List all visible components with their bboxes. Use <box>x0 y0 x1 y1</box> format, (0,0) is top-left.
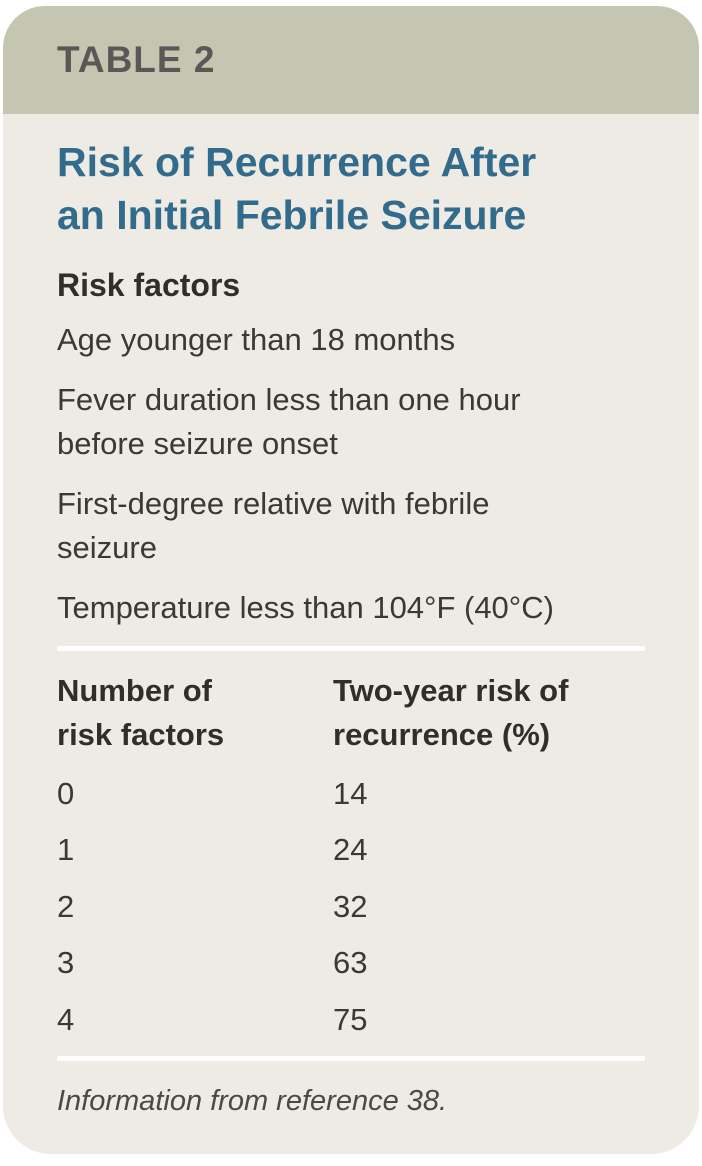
table-row-cell-risk: 75 <box>333 1001 368 1037</box>
divider-bottom <box>57 1056 645 1062</box>
table-header-band: TABLE 2 <box>3 6 699 114</box>
table-card: TABLE 2 Risk of Recurrence After an Init… <box>3 6 699 1154</box>
divider-top <box>57 646 645 652</box>
table-row-cell-factors: 0 <box>57 776 75 812</box>
table-row-cell-factors: 1 <box>57 832 75 868</box>
table-number-label: TABLE 2 <box>57 39 216 80</box>
table-row-cell-factors: 3 <box>57 945 75 981</box>
table-row-cell-risk: 24 <box>333 832 368 868</box>
column-header-risk-factors: Number of risk factors <box>57 673 225 752</box>
column-header-recurrence: Two-year risk of recurrence (%) <box>333 673 569 752</box>
risk-factor-item: Age younger than 18 months <box>57 322 456 358</box>
risk-factor-item: Fever duration less than one hour before… <box>57 382 521 462</box>
risk-factor-item: First-degree relative with febrile seizu… <box>57 486 490 566</box>
table-row-cell-risk: 14 <box>333 776 368 812</box>
risk-factors-heading: Risk factors <box>57 266 241 303</box>
risk-table: Number of risk factors Two-year risk of … <box>57 669 645 1048</box>
table-title: Risk of Recurrence After an Initial Febr… <box>57 139 537 239</box>
table-body: Risk of Recurrence After an Initial Febr… <box>3 114 699 1122</box>
table-row-cell-risk: 32 <box>333 888 368 924</box>
table-row-cell-factors: 4 <box>57 1001 75 1037</box>
risk-factor-item: Temperature less than 104°F (40°C) <box>57 590 554 626</box>
table-row-cell-factors: 2 <box>57 888 75 924</box>
footnote: Information from reference 38. <box>57 1085 448 1118</box>
table-row-cell-risk: 63 <box>333 945 368 981</box>
